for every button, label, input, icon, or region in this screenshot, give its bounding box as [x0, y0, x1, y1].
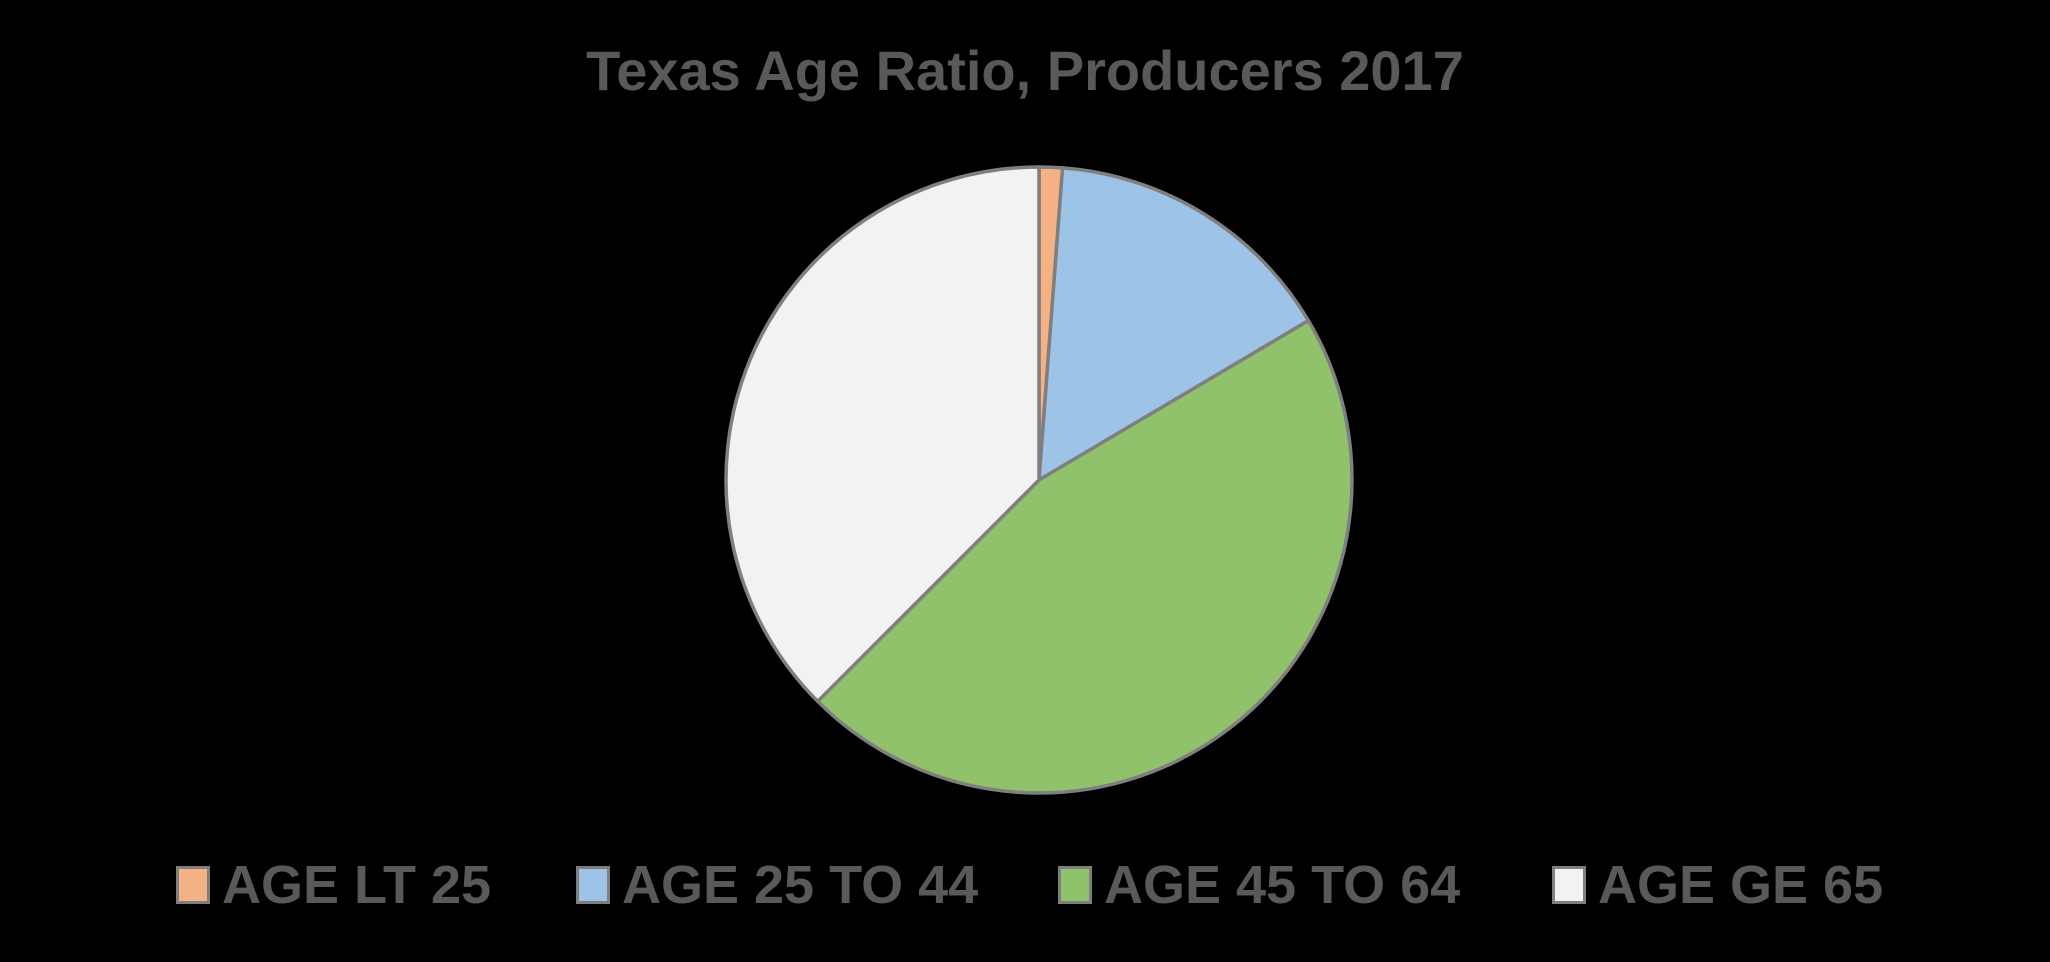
- chart-title: Texas Age Ratio, Producers 2017: [586, 39, 1464, 102]
- legend-swatch-age-25-to-44: [576, 866, 610, 904]
- legend-swatch-age-lt-25: [176, 866, 210, 904]
- legend-swatch-age-45-to-64: [1058, 866, 1092, 904]
- legend-item-age-ge-65: AGE GE 65: [1552, 845, 1883, 925]
- legend-swatch-age-ge-65: [1552, 866, 1586, 904]
- legend-label-age-ge-65: AGE GE 65: [1598, 855, 1884, 915]
- pie-slice-age-ge-65: [724, 165, 1041, 704]
- legend-label-age-45-to-64: AGE 45 TO 64: [1104, 855, 1461, 915]
- legend-label-age-lt-25: AGE LT 25: [222, 855, 492, 915]
- legend-item-age-45-to-64: AGE 45 TO 64: [1058, 845, 1460, 925]
- legend-item-age-25-to-44: AGE 25 TO 44: [576, 845, 978, 925]
- legend-label-age-25-to-44: AGE 25 TO 44: [622, 855, 979, 915]
- legend: AGE LT 25 AGE 25 TO 44 AGE 45 TO 64 AGE …: [0, 845, 2050, 925]
- pie-slice-age-45-to-64: [815, 318, 1354, 795]
- legend-item-age-lt-25: AGE LT 25: [176, 845, 491, 925]
- pie-slice-age-25-to-44: [1037, 166, 1311, 482]
